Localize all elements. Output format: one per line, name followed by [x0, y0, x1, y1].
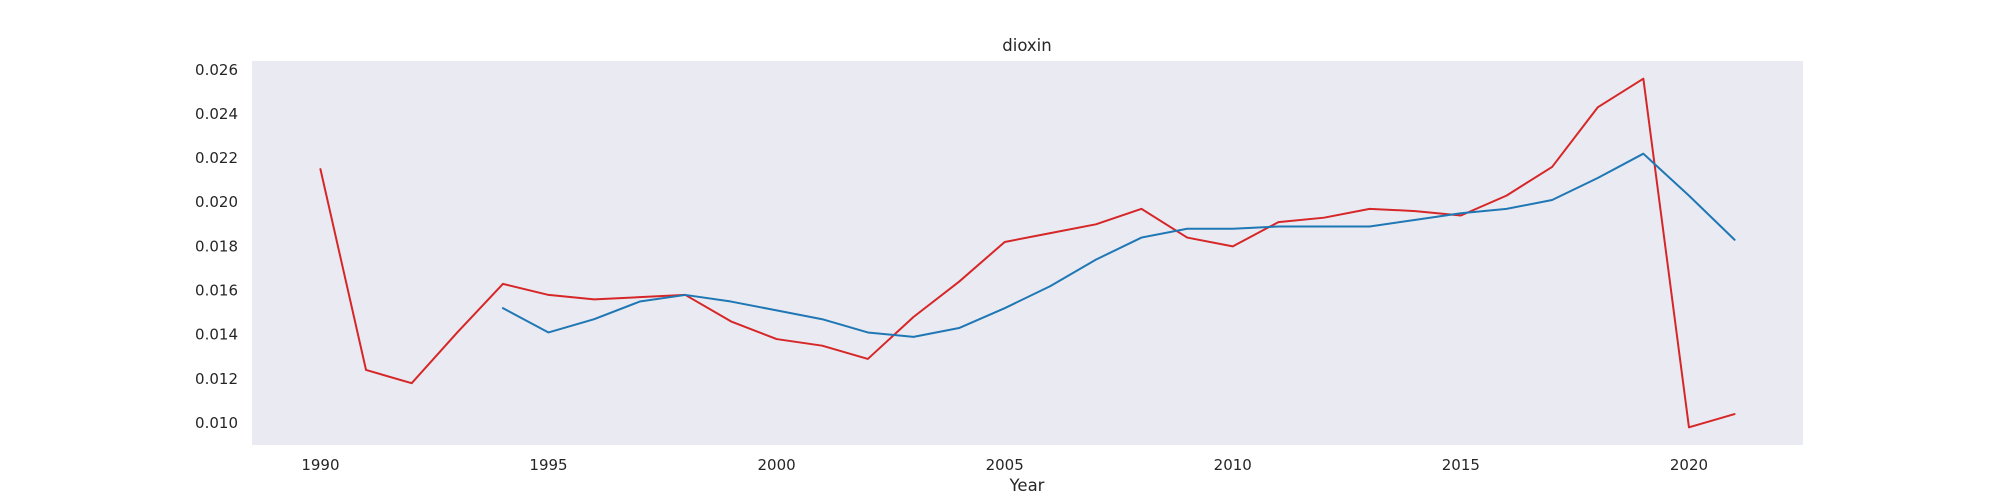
y-tick-label: 0.022	[195, 149, 238, 167]
x-tick-label: 1990	[301, 456, 339, 474]
y-tick-label: 0.012	[195, 370, 238, 388]
x-tick-label: 2010	[1214, 456, 1252, 474]
y-tick-label: 0.010	[195, 414, 238, 432]
y-tick-labels: 0.010 0.012 0.014 0.016 0.018 0.020 0.022 0.024…	[195, 61, 238, 432]
y-tick-label: 0.014	[195, 326, 238, 344]
x-tick-label: 1995	[529, 456, 567, 474]
x-axis-title: Year	[1009, 476, 1045, 495]
series-line-trend	[501, 152, 1736, 338]
x-tick-label: 2015	[1442, 456, 1480, 474]
plot-background	[252, 61, 1803, 445]
y-tick-label: 0.016	[195, 282, 238, 300]
series-layer	[319, 77, 1736, 429]
y-tick-label: 0.026	[195, 61, 238, 79]
y-tick-label: 0.020	[195, 193, 238, 211]
x-tick-label: 2005	[986, 456, 1024, 474]
y-tick-label: 0.018	[195, 237, 238, 255]
y-tick-label: 0.024	[195, 105, 238, 123]
x-tick-label: 2020	[1670, 456, 1708, 474]
chart-title: dioxin	[1002, 36, 1051, 55]
x-tick-label: 2000	[758, 456, 796, 474]
series-line-observed	[319, 77, 1736, 429]
x-tick-labels: 1990 1995 2000 2005 2010 2015 2020	[301, 456, 1708, 474]
